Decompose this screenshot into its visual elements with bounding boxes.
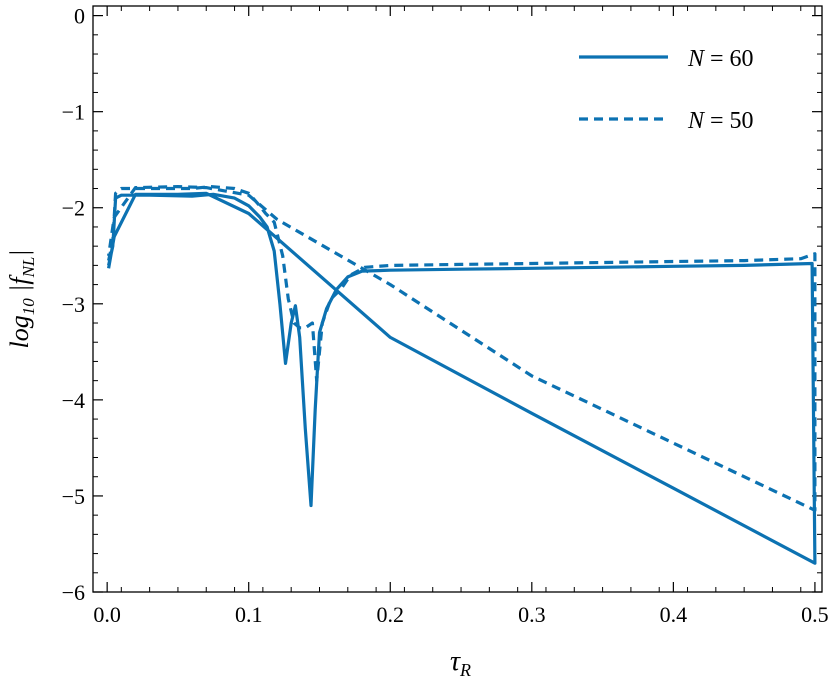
y-tick-label: 0	[74, 4, 85, 29]
y-tick-label: −3	[62, 292, 85, 317]
axis-ticks	[92, 6, 822, 593]
y-tick-label: −4	[62, 388, 85, 413]
series-line-n50	[107, 185, 817, 512]
y-tick-label: −2	[62, 196, 85, 221]
legend: N = 60 N = 50	[579, 46, 754, 134]
legend-label: N = 60	[687, 46, 754, 72]
x-axis-label: τR	[450, 646, 471, 680]
x-tick-label: 0.2	[377, 602, 405, 627]
x-tick-label: 0.0	[93, 602, 121, 627]
series-line-n60	[107, 191, 817, 565]
plot-border	[92, 5, 823, 593]
x-tick-label: 0.4	[660, 602, 688, 627]
x-tick-label: 0.5	[801, 602, 829, 627]
y-axis-label: log10 |fNL|	[5, 249, 38, 348]
plot-frame	[92, 5, 823, 593]
x-tick-label: 0.1	[235, 602, 263, 627]
data-series	[107, 185, 817, 565]
y-tick-label: −5	[62, 484, 85, 509]
y-tick-label: −1	[62, 100, 85, 125]
axis-labels: τR log10 |fNL|	[5, 249, 471, 680]
x-tick-label: 0.3	[518, 602, 546, 627]
axis-tick-labels: 0.0 0.1 0.2 0.3 0.4 0.5 0 −1 −2 −3 −4 −5 −6	[62, 4, 829, 627]
y-tick-label: −6	[62, 580, 85, 605]
legend-label: N = 50	[687, 108, 754, 134]
